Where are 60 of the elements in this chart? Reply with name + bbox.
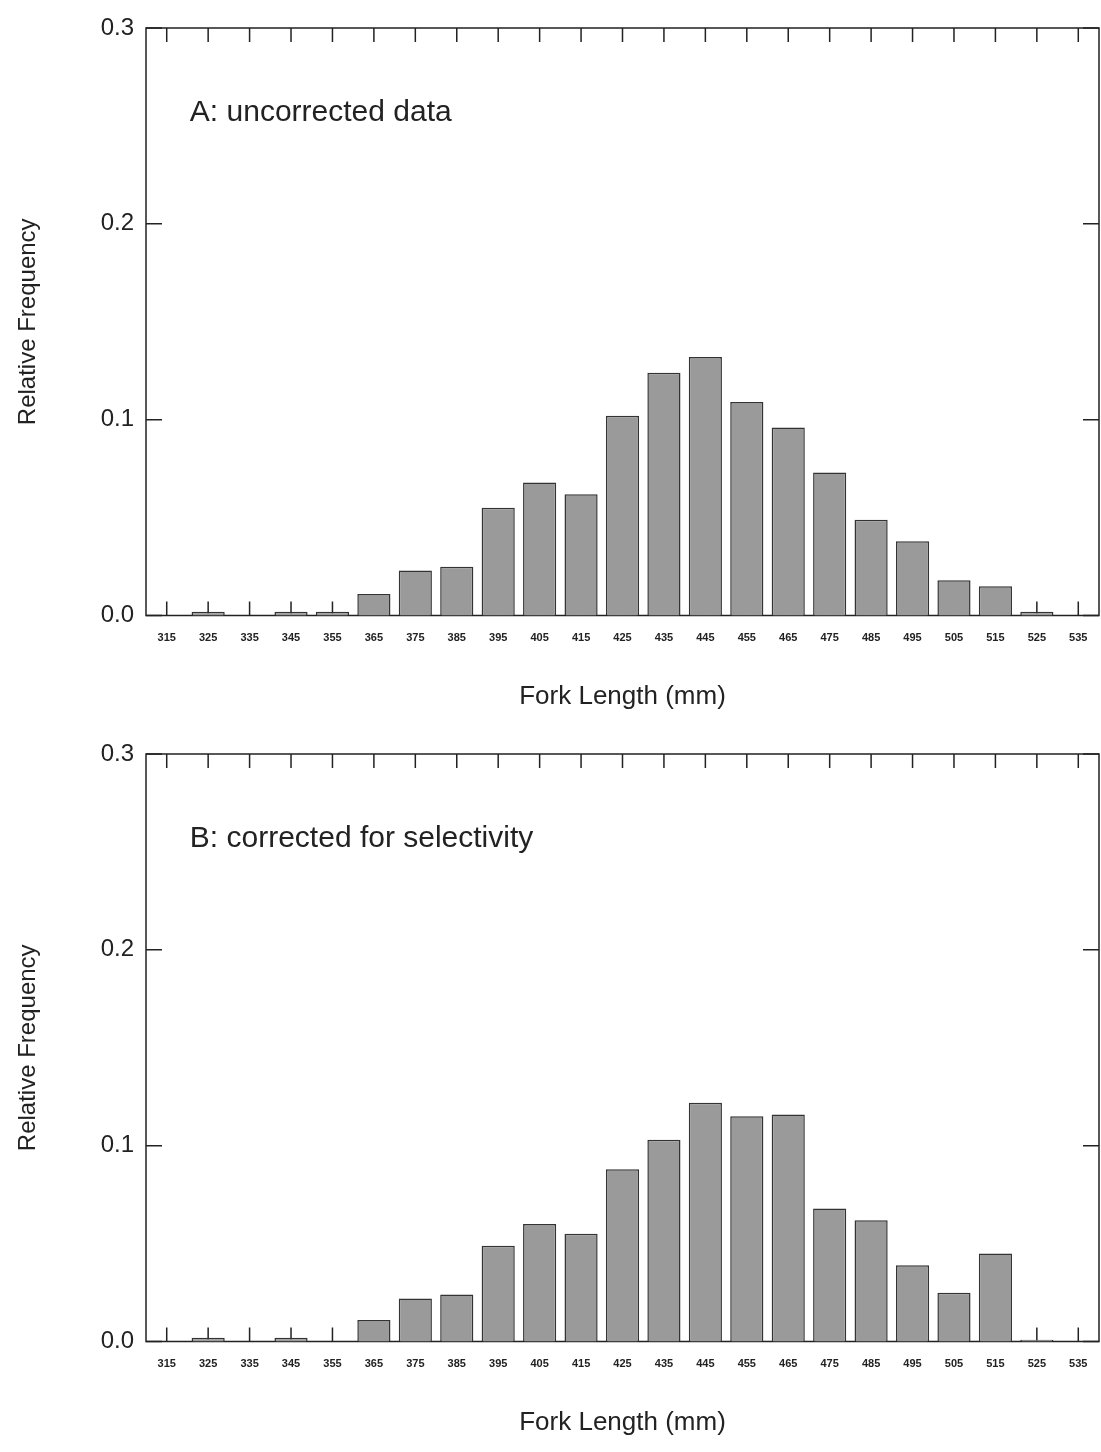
x-tick-label: 495	[903, 1357, 922, 1370]
x-tick-label: 515	[986, 631, 1005, 644]
x-tick-label: 425	[613, 631, 632, 644]
x-tick-label: 455	[737, 1357, 756, 1370]
y-tick-label: 0.1	[100, 1130, 134, 1158]
x-tick-label: 345	[281, 631, 301, 644]
x-tick-label: 315	[157, 631, 176, 644]
x-tick-label: 515	[986, 1357, 1005, 1370]
y-tick-label: 0.2	[100, 934, 134, 962]
x-axis-title: Fork Length (mm)	[519, 1405, 726, 1436]
x-tick-label: 495	[903, 631, 922, 644]
y-tick-label: 0.0	[100, 600, 134, 628]
x-tick-label: 525	[1027, 631, 1047, 644]
x-tick-label: 325	[198, 631, 218, 644]
y-tick-label: 0.2	[100, 208, 134, 236]
annotation: A: uncorrected data	[189, 94, 452, 128]
x-tick-label: 395	[489, 1357, 508, 1370]
x-tick-label: 535	[1069, 631, 1088, 644]
x-tick-label: 475	[820, 1357, 839, 1370]
y-tick-label: 0.1	[100, 404, 134, 432]
x-tick-label: 485	[861, 1357, 881, 1370]
x-tick-label: 385	[447, 1357, 466, 1370]
x-tick-label: 435	[654, 631, 674, 644]
x-tick-label: 315	[157, 1357, 176, 1370]
annotation: B: corrected for selectivity	[189, 820, 534, 854]
x-tick-label: 425	[613, 1357, 632, 1370]
y-tick-label: 0.3	[100, 12, 134, 40]
y-tick-label: 0.0	[100, 1326, 134, 1354]
x-tick-label: 455	[737, 631, 756, 644]
y-axis-title: Relative Frequency	[13, 944, 41, 1152]
x-tick-label: 385	[447, 631, 466, 644]
x-tick-label: 525	[1027, 1357, 1047, 1370]
x-tick-label: 505	[944, 631, 964, 644]
x-tick-label: 335	[240, 1357, 259, 1370]
x-tick-label: 375	[406, 1357, 425, 1370]
x-tick-label: 505	[944, 1357, 964, 1370]
x-tick-label: 355	[323, 631, 342, 644]
x-tick-label: 325	[198, 1357, 218, 1370]
x-tick-label: 355	[323, 1357, 342, 1370]
y-tick-label: 0.3	[100, 738, 134, 766]
x-tick-label: 445	[696, 1357, 715, 1370]
x-tick-label: 465	[779, 1357, 798, 1370]
x-tick-label: 345	[281, 1357, 301, 1370]
y-axis-title: Relative Frequency	[13, 218, 41, 426]
x-tick-label: 335	[240, 631, 259, 644]
x-tick-label: 535	[1069, 1357, 1088, 1370]
x-tick-label: 475	[820, 631, 839, 644]
x-tick-label: 365	[364, 631, 384, 644]
x-tick-label: 485	[861, 631, 881, 644]
x-tick-label: 445	[696, 631, 715, 644]
x-tick-label: 435	[654, 1357, 674, 1370]
x-tick-label: 375	[406, 631, 425, 644]
x-tick-label: 405	[530, 631, 549, 644]
x-tick-label: 465	[779, 631, 798, 644]
x-tick-label: 365	[364, 1357, 384, 1370]
x-axis-title: Fork Length (mm)	[519, 679, 726, 710]
x-tick-label: 415	[571, 1357, 591, 1370]
x-tick-label: 395	[489, 631, 508, 644]
x-tick-label: 405	[530, 1357, 549, 1370]
x-tick-label: 415	[571, 631, 591, 644]
